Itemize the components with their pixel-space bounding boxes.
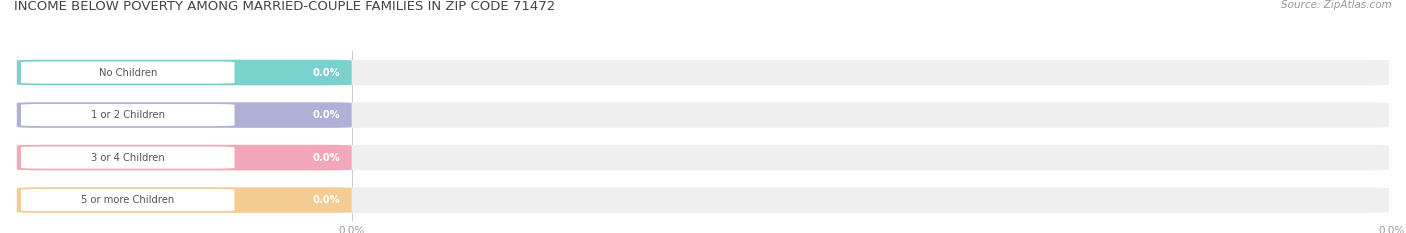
FancyBboxPatch shape bbox=[17, 145, 352, 170]
FancyBboxPatch shape bbox=[21, 62, 235, 84]
Text: 1 or 2 Children: 1 or 2 Children bbox=[91, 110, 165, 120]
Text: No Children: No Children bbox=[98, 68, 157, 78]
FancyBboxPatch shape bbox=[21, 104, 235, 126]
Text: 0.0%: 0.0% bbox=[314, 153, 340, 163]
Text: Source: ZipAtlas.com: Source: ZipAtlas.com bbox=[1281, 0, 1392, 10]
Text: 0.0%: 0.0% bbox=[314, 68, 340, 78]
Text: 0.0%: 0.0% bbox=[314, 195, 340, 205]
FancyBboxPatch shape bbox=[17, 102, 352, 128]
FancyBboxPatch shape bbox=[17, 145, 1389, 170]
FancyBboxPatch shape bbox=[17, 187, 352, 213]
Text: INCOME BELOW POVERTY AMONG MARRIED-COUPLE FAMILIES IN ZIP CODE 71472: INCOME BELOW POVERTY AMONG MARRIED-COUPL… bbox=[14, 0, 555, 13]
FancyBboxPatch shape bbox=[17, 102, 1389, 128]
FancyBboxPatch shape bbox=[17, 60, 1389, 85]
Text: 5 or more Children: 5 or more Children bbox=[82, 195, 174, 205]
FancyBboxPatch shape bbox=[21, 147, 235, 169]
Text: 3 or 4 Children: 3 or 4 Children bbox=[91, 153, 165, 163]
FancyBboxPatch shape bbox=[17, 60, 352, 85]
Text: 0.0%: 0.0% bbox=[314, 110, 340, 120]
FancyBboxPatch shape bbox=[17, 187, 1389, 213]
FancyBboxPatch shape bbox=[21, 189, 235, 211]
